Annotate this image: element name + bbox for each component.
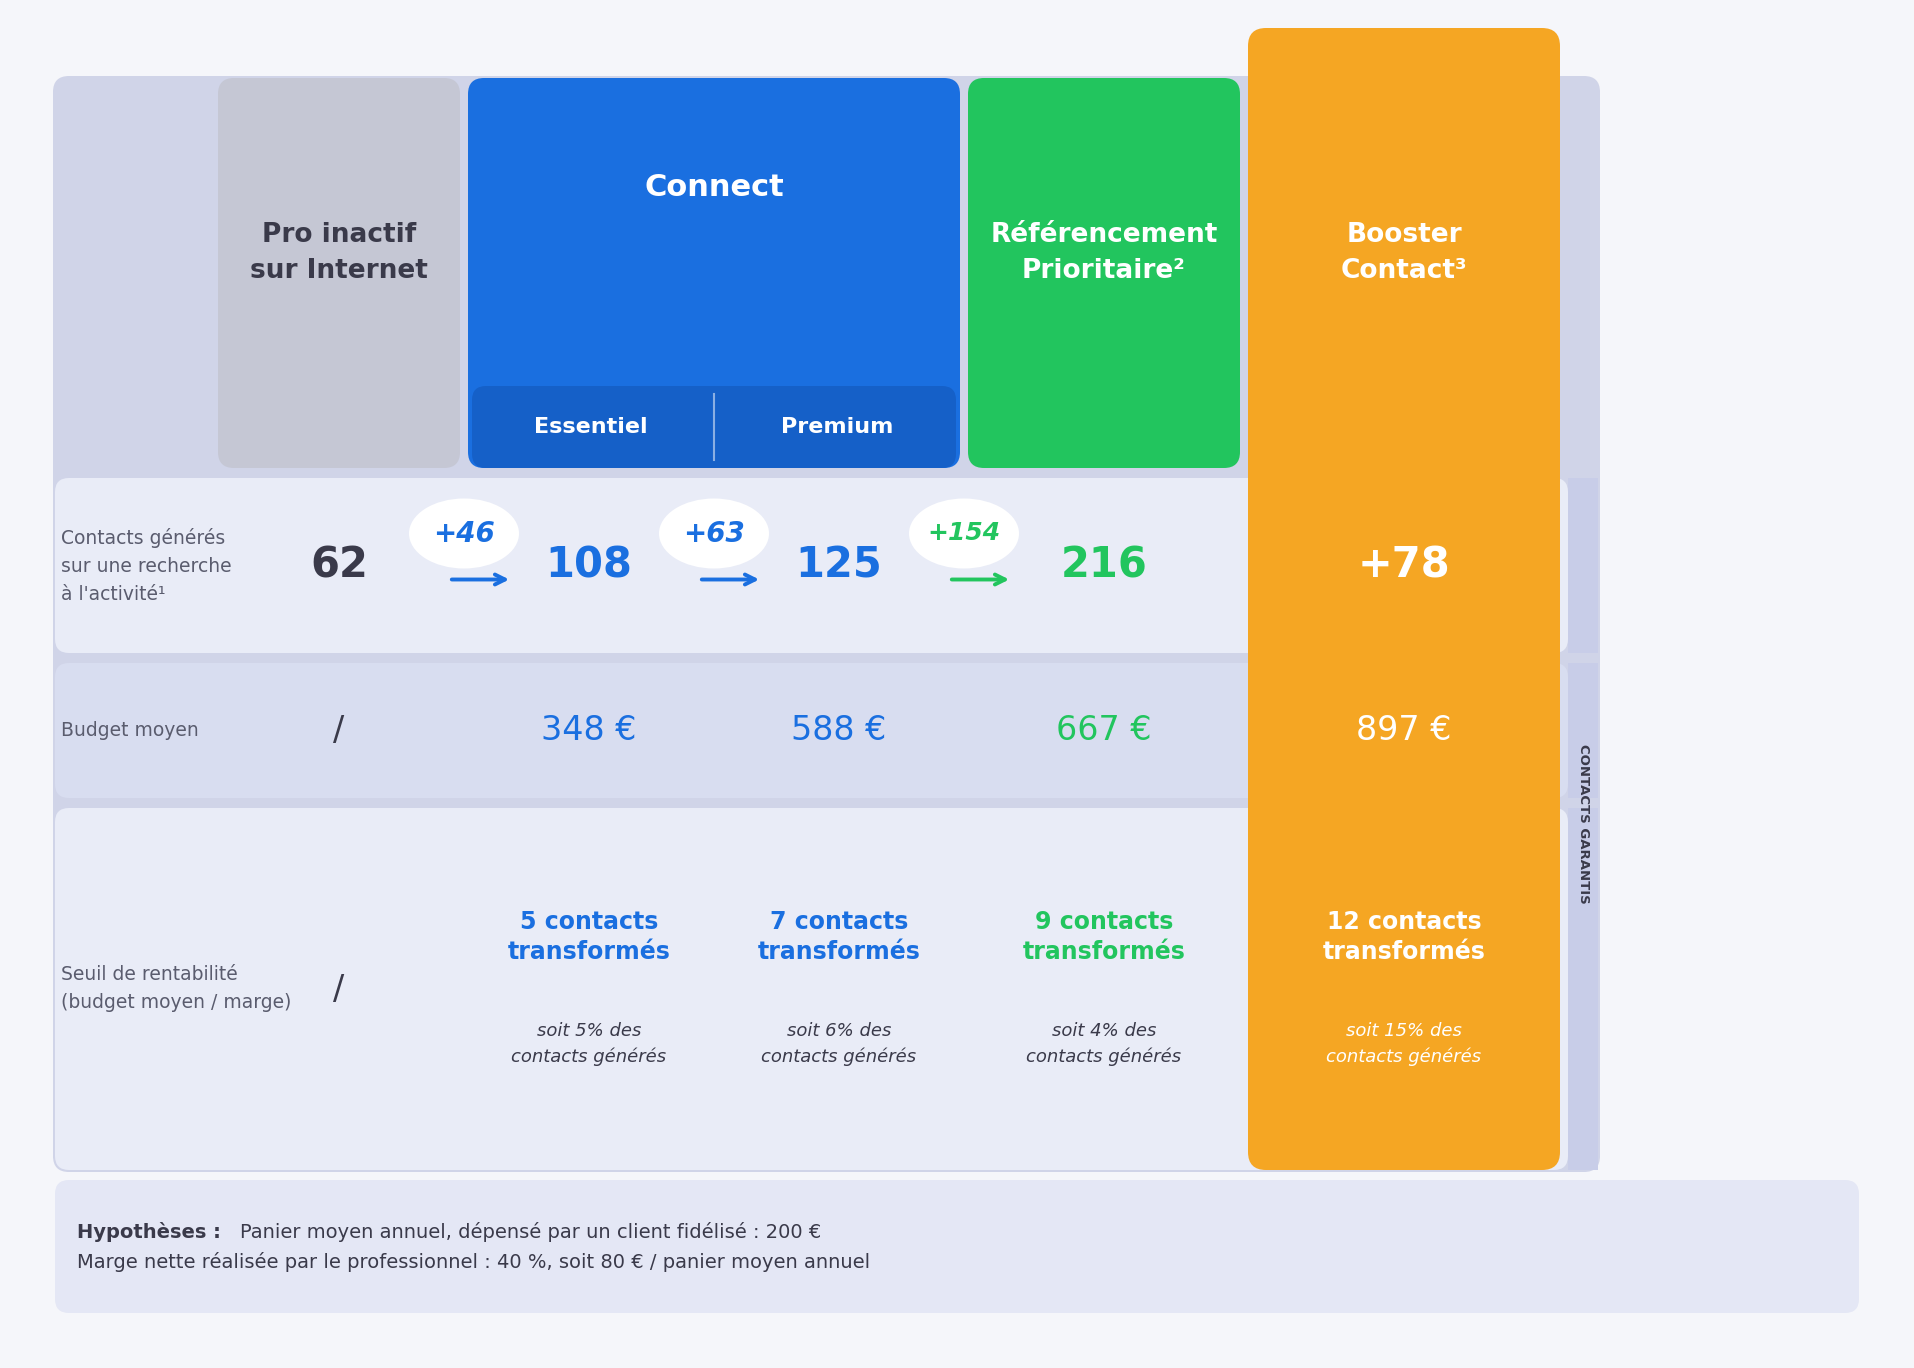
FancyBboxPatch shape <box>56 477 1568 653</box>
Text: Connect: Connect <box>645 172 785 201</box>
Text: +78: +78 <box>1357 544 1451 587</box>
FancyBboxPatch shape <box>56 663 1568 798</box>
Text: 667 €: 667 € <box>1057 714 1152 747</box>
Text: /: / <box>333 973 345 1005</box>
Text: Marge nette réalisée par le professionnel : 40 %, soit 80 € / panier moyen annue: Marge nette réalisée par le professionne… <box>77 1253 871 1272</box>
Text: +154: +154 <box>928 521 1001 546</box>
Text: Pro inactif
sur Internet: Pro inactif sur Internet <box>251 222 429 285</box>
FancyBboxPatch shape <box>1568 477 1598 653</box>
Text: Seuil de rentabilité
(budget moyen / marge): Seuil de rentabilité (budget moyen / mar… <box>61 966 291 1012</box>
Text: soit 5% des
contacts générés: soit 5% des contacts générés <box>511 1022 666 1066</box>
FancyBboxPatch shape <box>968 78 1240 468</box>
FancyBboxPatch shape <box>218 78 459 468</box>
Text: Référencement
Prioritaire²: Référencement Prioritaire² <box>990 222 1217 285</box>
Text: 9 contacts
transformés: 9 contacts transformés <box>1022 910 1185 964</box>
Text: 108: 108 <box>545 544 632 587</box>
Text: 7 contacts
transformés: 7 contacts transformés <box>758 910 921 964</box>
Text: soit 4% des
contacts générés: soit 4% des contacts générés <box>1026 1022 1181 1066</box>
Text: /: / <box>333 714 345 747</box>
FancyBboxPatch shape <box>473 386 955 468</box>
FancyBboxPatch shape <box>1248 27 1560 1170</box>
FancyBboxPatch shape <box>54 77 1600 1172</box>
Text: soit 6% des
contacts générés: soit 6% des contacts générés <box>762 1022 917 1066</box>
Ellipse shape <box>410 498 519 569</box>
Text: Panier moyen annuel, dépensé par un client fidélisé : 200 €: Panier moyen annuel, dépensé par un clie… <box>239 1223 821 1242</box>
Ellipse shape <box>658 498 769 569</box>
FancyBboxPatch shape <box>56 1181 1858 1313</box>
FancyBboxPatch shape <box>56 808 1568 1170</box>
Text: Contacts générés
sur une recherche
à l'activité¹: Contacts générés sur une recherche à l'a… <box>61 528 232 603</box>
Text: +46: +46 <box>433 520 496 547</box>
Text: 897 €: 897 € <box>1357 714 1451 747</box>
Text: +63: +63 <box>683 520 745 547</box>
Text: Premium: Premium <box>781 417 894 436</box>
FancyBboxPatch shape <box>469 78 961 468</box>
Text: CONTACTS GARANTIS: CONTACTS GARANTIS <box>1577 744 1589 904</box>
Text: 125: 125 <box>796 544 882 587</box>
Text: 62: 62 <box>310 544 367 587</box>
Text: soit 15% des
contacts générés: soit 15% des contacts générés <box>1326 1022 1481 1066</box>
Text: Essentiel: Essentiel <box>534 417 647 436</box>
Text: 12 contacts
transformés: 12 contacts transformés <box>1323 910 1485 964</box>
Ellipse shape <box>909 498 1018 569</box>
Text: 216: 216 <box>1060 544 1146 587</box>
Text: 588 €: 588 € <box>790 714 886 747</box>
Text: 348 €: 348 € <box>542 714 637 747</box>
Text: 5 contacts
transformés: 5 contacts transformés <box>507 910 670 964</box>
Text: Hypothèses :: Hypothèses : <box>77 1223 228 1242</box>
Text: Booster
Contact³: Booster Contact³ <box>1340 222 1468 285</box>
Text: Budget moyen: Budget moyen <box>61 721 199 740</box>
FancyBboxPatch shape <box>1568 663 1598 798</box>
FancyBboxPatch shape <box>1568 808 1598 1170</box>
